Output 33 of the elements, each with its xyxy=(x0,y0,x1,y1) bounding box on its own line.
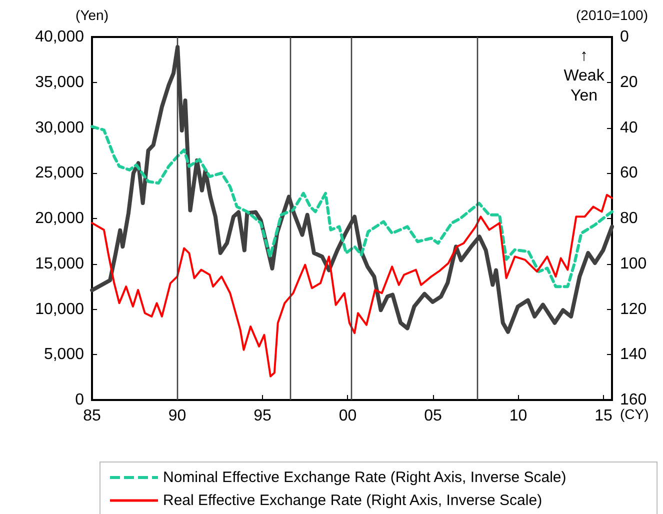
y-tick-label: 5,000 xyxy=(44,346,84,364)
y2-tick-label: 120 xyxy=(620,300,647,318)
y-tick-label: 25,000 xyxy=(35,164,84,182)
line-series xyxy=(90,125,614,288)
x-tick-label: 10 xyxy=(509,408,528,424)
y2-tick-label: 160 xyxy=(620,392,647,408)
y2-tick-label: 60 xyxy=(620,164,638,182)
x-tick-label: 95 xyxy=(254,408,272,424)
y-tick-label: 35,000 xyxy=(35,74,84,91)
y2-tick-label: 20 xyxy=(620,74,638,91)
annotation: ↑ Weak Yen xyxy=(564,48,606,104)
y2-tick-label: 140 xyxy=(620,346,647,364)
legend-label: Real Effective Exchange Rate (Right Axis, Inverse Scale) xyxy=(163,492,542,509)
x-tick-label: 85 xyxy=(83,408,101,424)
y-tick-label: 20,000 xyxy=(35,210,84,227)
y2-tick-label: 80 xyxy=(620,210,638,227)
y2-tick-label: 100 xyxy=(620,255,647,272)
y2-axis-title: (2010=100) xyxy=(576,7,648,23)
y-tick-label: 15,000 xyxy=(35,255,84,272)
legend-label: Nominal Effective Exchange Rate (Right Axis, Inverse Scale) xyxy=(163,469,566,486)
x-tick-label: 90 xyxy=(168,408,186,424)
y-tick-label: 10,000 xyxy=(35,300,84,318)
x-tick-label: 15 xyxy=(594,408,612,424)
line-series xyxy=(91,194,613,378)
x-axis-title: (CY) xyxy=(620,406,649,422)
x-tick-label: 00 xyxy=(338,408,357,424)
y-tick-label: 40,000 xyxy=(35,28,84,46)
x-tick-label: 05 xyxy=(424,408,442,424)
y2-tick-label: 0 xyxy=(620,28,629,46)
y-tick-label: 0 xyxy=(75,392,84,408)
y-axis-title: (Yen) xyxy=(76,7,108,23)
y-tick-label: 30,000 xyxy=(35,119,84,136)
y2-tick-label: 40 xyxy=(620,119,638,136)
